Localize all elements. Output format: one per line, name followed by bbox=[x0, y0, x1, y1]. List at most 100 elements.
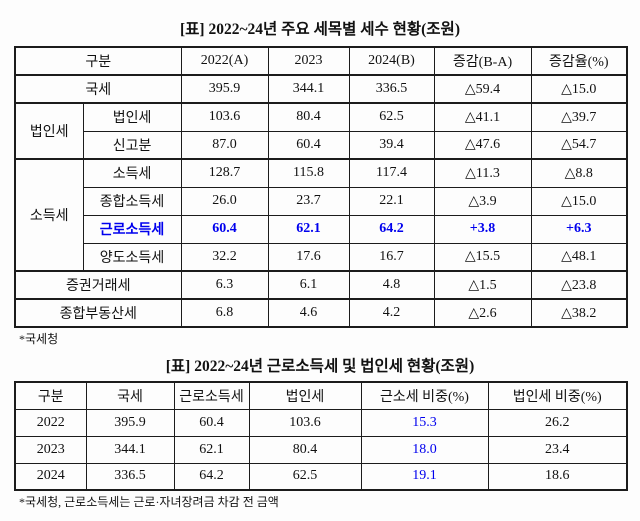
t1-cell: 4.2 bbox=[348, 298, 435, 328]
t1-cell: 62.1 bbox=[267, 214, 350, 244]
t1-header-gubun: 구분 bbox=[14, 46, 182, 76]
t1-cell: 80.4 bbox=[267, 102, 350, 132]
t2-row-label: 2023 bbox=[14, 435, 87, 464]
t1-row-sodeukse: 소득세 소득세 128.7 115.8 117.4 △11.3 △8.8 bbox=[14, 158, 628, 272]
t2-cell: 60.4 bbox=[173, 408, 250, 437]
t1-cell: 117.4 bbox=[348, 158, 435, 188]
t2-cell-highlighted: 19.1 bbox=[360, 462, 489, 491]
t1-cell: 39.4 bbox=[348, 130, 435, 160]
t1-header-row: 구분 2022(A) 2023 2024(B) 증감(B-A) 증감율(%) bbox=[14, 46, 628, 76]
t1-row-jeunggwongeoraese: 증권거래세 6.3 6.1 4.8 △1.5 △23.8 bbox=[14, 270, 628, 300]
t1-cell: 26.0 bbox=[180, 186, 269, 216]
t1-row-label: 신고분 bbox=[82, 130, 182, 160]
t1-cell: △11.3 bbox=[433, 158, 532, 188]
t1-cell: 87.0 bbox=[180, 130, 269, 160]
t2-cell: 62.5 bbox=[248, 462, 362, 491]
t1-header-2022: 2022(A) bbox=[180, 46, 269, 76]
t2-cell: 103.6 bbox=[248, 408, 362, 437]
t1-cell: 4.8 bbox=[348, 270, 435, 300]
t1-cell: +3.8 bbox=[433, 214, 532, 244]
t1-row-beobinse: 법인세 법인세 103.6 80.4 62.5 △41.1 △39.7 bbox=[14, 102, 628, 160]
t1-row-label: 법인세 bbox=[82, 102, 182, 132]
t2-cell: 23.4 bbox=[487, 435, 628, 464]
t1-cell: 395.9 bbox=[180, 74, 269, 104]
t1-cell: 22.1 bbox=[348, 186, 435, 216]
t1-cell: △59.4 bbox=[433, 74, 532, 104]
t1-cell: 60.4 bbox=[267, 130, 350, 160]
t2-cell: 18.6 bbox=[487, 462, 628, 491]
t2-row-label: 2024 bbox=[14, 462, 87, 491]
t1-cell: △15.0 bbox=[530, 186, 628, 216]
t1-cell: 17.6 bbox=[267, 242, 350, 272]
t1-cell: +6.3 bbox=[530, 214, 628, 244]
t1-cell: △47.6 bbox=[433, 130, 532, 160]
t1-cell: △48.1 bbox=[530, 242, 628, 272]
t1-cell: 128.7 bbox=[180, 158, 269, 188]
t2-header-geunrosodeukse: 근로소득세 bbox=[173, 381, 250, 410]
t1-cell: △8.8 bbox=[530, 158, 628, 188]
t1-cell: 23.7 bbox=[267, 186, 350, 216]
table2-source-footnote: *국세청, 근로소득세는 근로·자녀장려금 차감 전 금액 bbox=[19, 495, 279, 509]
t1-row-gukse: 국세 395.9 344.1 336.5 △59.4 △15.0 bbox=[14, 74, 628, 104]
t1-row-label: 종합부동산세 bbox=[14, 298, 182, 328]
t2-row-2022: 2022 395.9 60.4 103.6 15.3 26.2 bbox=[14, 408, 628, 437]
t1-row-label: 국세 bbox=[14, 74, 182, 104]
t2-cell: 344.1 bbox=[85, 435, 175, 464]
t1-cell: △41.1 bbox=[433, 102, 532, 132]
t1-header-diff: 증감(B-A) bbox=[433, 46, 532, 76]
t2-cell: 26.2 bbox=[487, 408, 628, 437]
t2-header-beobinse-ratio: 법인세 비중(%) bbox=[487, 381, 628, 410]
t1-cell: 62.5 bbox=[348, 102, 435, 132]
t1-cell: △23.8 bbox=[530, 270, 628, 300]
t1-cell: 344.1 bbox=[267, 74, 350, 104]
t1-cell: △3.9 bbox=[433, 186, 532, 216]
t1-row-label: 양도소득세 bbox=[82, 242, 182, 272]
t1-cell: 6.3 bbox=[180, 270, 269, 300]
t1-row-jonghapsodeukse: 종합소득세 26.0 23.7 22.1 △3.9 △15.0 bbox=[15, 186, 628, 216]
t1-cell: △39.7 bbox=[530, 102, 628, 132]
t1-cell: △1.5 bbox=[433, 270, 532, 300]
t1-cell: △2.6 bbox=[433, 298, 532, 328]
t1-cell: 64.2 bbox=[348, 214, 435, 244]
t1-header-2023: 2023 bbox=[267, 46, 350, 76]
t1-cell: △15.0 bbox=[530, 74, 628, 104]
t2-header-geunsose-ratio: 근소세 비중(%) bbox=[360, 381, 489, 410]
t1-cell: 6.8 bbox=[180, 298, 269, 328]
t2-cell: 62.1 bbox=[173, 435, 250, 464]
t1-cell: △54.7 bbox=[530, 130, 628, 160]
t2-cell: 64.2 bbox=[173, 462, 250, 491]
t1-row-geunrosodeukse-highlighted: 근로소득세 60.4 62.1 64.2 +3.8 +6.3 bbox=[15, 214, 628, 244]
t1-group-label-beobinse: 법인세 bbox=[14, 102, 84, 160]
table2-title: [표] 2022~24년 근로소득세 및 법인세 현황(조원) bbox=[165, 358, 475, 375]
t1-cell: 4.6 bbox=[267, 298, 350, 328]
t1-row-label: 근로소득세 bbox=[82, 214, 182, 244]
t2-header-gukse: 국세 bbox=[85, 381, 175, 410]
table1-title: [표] 2022~24년 주요 세목별 세수 현황(조원) bbox=[180, 21, 460, 38]
t2-row-2023: 2023 344.1 62.1 80.4 18.0 23.4 bbox=[14, 435, 628, 464]
t1-cell: △38.2 bbox=[530, 298, 628, 328]
t1-cell: 60.4 bbox=[180, 214, 269, 244]
t2-row-label: 2022 bbox=[14, 408, 87, 437]
t2-header-row: 구분 국세 근로소득세 법인세 근소세 비중(%) 법인세 비중(%) bbox=[14, 381, 628, 410]
t2-cell: 80.4 bbox=[248, 435, 362, 464]
t1-cell: 32.2 bbox=[180, 242, 269, 272]
t1-cell: 6.1 bbox=[267, 270, 350, 300]
t1-header-2024: 2024(B) bbox=[348, 46, 435, 76]
document-page: [표] 2022~24년 주요 세목별 세수 현황(조원) 구분 2022(A)… bbox=[14, 21, 629, 509]
t2-cell-highlighted: 15.3 bbox=[360, 408, 489, 437]
t1-row-label: 소득세 bbox=[82, 158, 182, 188]
t1-cell: △15.5 bbox=[433, 242, 532, 272]
t1-row-jonghapbudongsanse: 종합부동산세 6.8 4.6 4.2 △2.6 △38.2 bbox=[14, 298, 628, 328]
earned-income-corporate-tax-table: 구분 국세 근로소득세 법인세 근소세 비중(%) 법인세 비중(%) 2022… bbox=[14, 381, 628, 491]
t1-cell: 103.6 bbox=[180, 102, 269, 132]
t2-cell-highlighted: 18.0 bbox=[360, 435, 489, 464]
table1-source-footnote: *국세청 bbox=[19, 332, 59, 346]
t2-header-beobinse: 법인세 bbox=[248, 381, 362, 410]
t1-header-rate: 증감율(%) bbox=[530, 46, 628, 76]
t1-row-label: 증권거래세 bbox=[14, 270, 182, 300]
t1-group-label-sodeukse: 소득세 bbox=[14, 158, 84, 272]
t1-cell: 336.5 bbox=[348, 74, 435, 104]
t2-row-2024: 2024 336.5 64.2 62.5 19.1 18.6 bbox=[14, 462, 628, 491]
tax-revenue-by-item-table: 구분 2022(A) 2023 2024(B) 증감(B-A) 증감율(%) 국… bbox=[14, 46, 629, 328]
t1-row-label: 종합소득세 bbox=[82, 186, 182, 216]
